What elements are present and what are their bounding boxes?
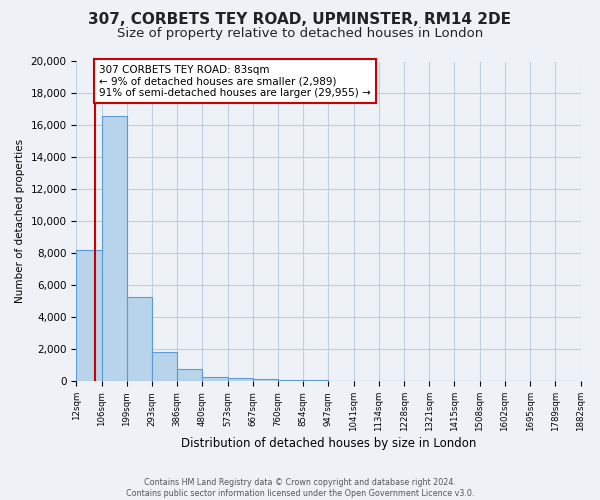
Bar bbox=[202, 376, 227, 382]
Y-axis label: Number of detached properties: Number of detached properties bbox=[15, 140, 25, 304]
Bar bbox=[227, 378, 253, 382]
Bar bbox=[127, 296, 152, 382]
Text: Size of property relative to detached houses in London: Size of property relative to detached ho… bbox=[117, 28, 483, 40]
Bar bbox=[152, 352, 177, 382]
Text: 307, CORBETS TEY ROAD, UPMINSTER, RM14 2DE: 307, CORBETS TEY ROAD, UPMINSTER, RM14 2… bbox=[89, 12, 511, 28]
Bar bbox=[303, 380, 328, 382]
Bar bbox=[177, 368, 202, 382]
X-axis label: Distribution of detached houses by size in London: Distribution of detached houses by size … bbox=[181, 437, 476, 450]
Bar bbox=[278, 380, 303, 382]
Bar bbox=[253, 379, 278, 382]
Bar bbox=[76, 250, 101, 382]
Text: Contains HM Land Registry data © Crown copyright and database right 2024.
Contai: Contains HM Land Registry data © Crown c… bbox=[126, 478, 474, 498]
Bar bbox=[101, 116, 127, 382]
Text: 307 CORBETS TEY ROAD: 83sqm
← 9% of detached houses are smaller (2,989)
91% of s: 307 CORBETS TEY ROAD: 83sqm ← 9% of deta… bbox=[99, 64, 371, 98]
